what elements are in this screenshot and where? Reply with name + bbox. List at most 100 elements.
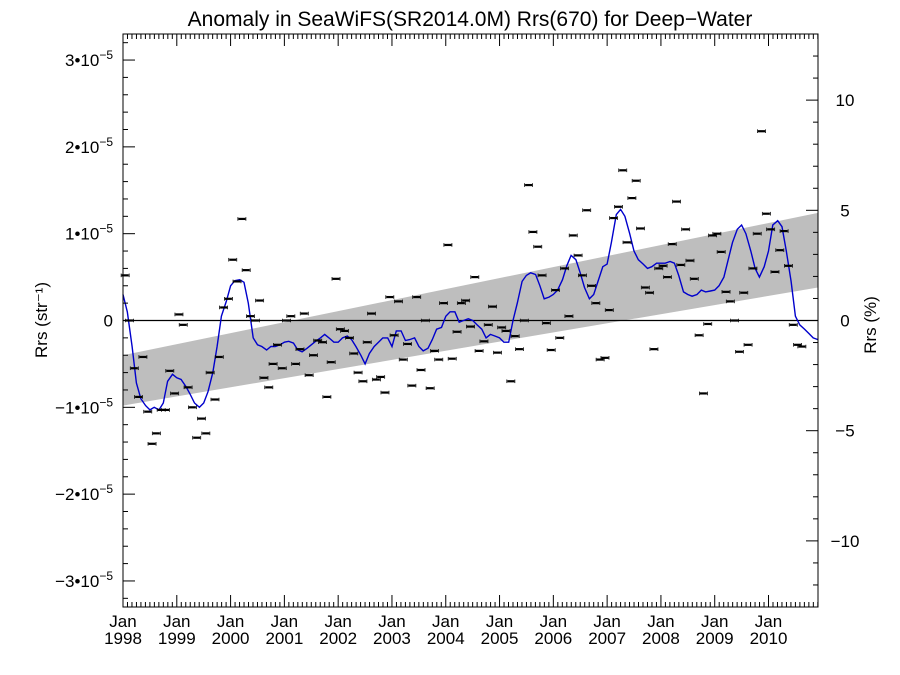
- monthly-point: [358, 379, 368, 384]
- monthly-point: [331, 277, 341, 281]
- x-tick-label-year: 2008: [642, 629, 680, 648]
- monthly-point: [560, 266, 570, 271]
- monthly-point: [241, 268, 251, 272]
- monthly-point: [568, 233, 578, 238]
- monthly-point: [735, 349, 744, 354]
- monthly-point: [219, 305, 228, 310]
- monthly-point: [510, 334, 520, 338]
- monthly-point: [299, 311, 309, 316]
- monthly-point: [779, 229, 789, 233]
- monthly-point: [600, 356, 610, 360]
- x-tick-label-month: Jan: [540, 612, 567, 631]
- monthly-point: [367, 311, 376, 316]
- monthly-point: [640, 285, 650, 290]
- monthly-point: [318, 340, 327, 345]
- monthly-point: [537, 273, 547, 278]
- monthly-point: [224, 296, 233, 301]
- monthly-point: [739, 290, 749, 295]
- monthly-point: [730, 318, 740, 323]
- monthly-point: [205, 370, 215, 375]
- monthly-point: [636, 226, 645, 231]
- monthly-point: [699, 391, 708, 396]
- y-left-tick-label: −3•10−5: [55, 569, 113, 591]
- monthly-point: [443, 243, 453, 247]
- monthly-point: [752, 231, 762, 236]
- x-tick-label-month: Jan: [432, 612, 459, 631]
- monthly-point: [416, 368, 426, 372]
- monthly-point: [712, 231, 722, 236]
- monthly-point: [694, 333, 704, 338]
- x-tick-label-year: 1998: [104, 629, 142, 648]
- monthly-point: [376, 375, 386, 379]
- monthly-point: [591, 301, 601, 305]
- monthly-point: [515, 347, 524, 351]
- monthly-point: [470, 275, 480, 279]
- monthly-point: [201, 431, 211, 436]
- monthly-point: [232, 279, 242, 284]
- monthly-point: [385, 295, 395, 299]
- monthly-point: [685, 258, 695, 263]
- chart-title: Anomaly in SeaWiFS(SR2014.0M) Rrs(670) f…: [188, 8, 753, 31]
- monthly-point: [161, 408, 170, 412]
- monthly-point: [474, 349, 484, 353]
- monthly-point: [461, 298, 471, 303]
- trend-band: [123, 212, 818, 406]
- monthly-point: [479, 339, 489, 344]
- monthly-point: [264, 385, 274, 390]
- monthly-point: [380, 390, 390, 395]
- monthly-point: [340, 329, 350, 333]
- monthly-point: [614, 204, 623, 209]
- monthly-point: [770, 270, 780, 274]
- x-tick-label-year: 2004: [427, 629, 465, 648]
- monthly-point: [466, 324, 475, 329]
- x-tick-label-year: 2000: [212, 629, 250, 648]
- monthly-point: [255, 298, 265, 303]
- x-tick-label-month: Jan: [593, 612, 620, 631]
- monthly-point: [672, 199, 681, 204]
- x-tick-label-month: Jan: [647, 612, 674, 631]
- y-axis-label-left: Rrs (str⁻¹): [32, 282, 51, 358]
- monthly-point: [425, 386, 435, 391]
- y-left-tick-label: 1•10−5: [65, 222, 113, 244]
- y-right-tick-label: 5: [840, 201, 849, 220]
- x-tick-label-month: Jan: [271, 612, 298, 631]
- x-tick-label-year: 2001: [265, 629, 303, 648]
- monthly-point: [703, 322, 713, 326]
- monthly-point: [492, 350, 502, 355]
- x-tick-label-month: Jan: [755, 612, 782, 631]
- monthly-point: [178, 323, 188, 327]
- monthly-point: [134, 395, 143, 399]
- monthly-point: [439, 301, 449, 305]
- x-tick-label-month: Jan: [324, 612, 351, 631]
- monthly-point: [237, 217, 247, 221]
- monthly-point: [649, 347, 659, 351]
- x-tick-label-year: 2007: [588, 629, 626, 648]
- monthly-point: [573, 253, 583, 258]
- monthly-point: [174, 312, 184, 317]
- plot-area: Jan1998Jan1999Jan2000Jan2001Jan2002Jan20…: [55, 33, 859, 648]
- monthly-point: [662, 275, 672, 279]
- monthly-point: [519, 318, 529, 323]
- monthly-point: [389, 333, 399, 338]
- monthly-point: [577, 273, 587, 278]
- monthly-point: [394, 299, 403, 304]
- x-tick-label-month: Jan: [486, 612, 513, 631]
- monthly-point: [170, 391, 180, 396]
- monthly-point: [743, 343, 753, 347]
- monthly-point: [456, 301, 466, 305]
- monthly-point: [689, 277, 699, 281]
- monthly-point: [497, 325, 507, 330]
- monthly-point: [295, 347, 305, 351]
- y-left-tick-label: −2•10−5: [55, 482, 113, 504]
- y-right-tick-label: 10: [836, 91, 855, 110]
- monthly-point: [447, 356, 457, 361]
- monthly-point: [403, 342, 412, 346]
- monthly-point: [551, 288, 560, 292]
- monthly-point: [761, 211, 771, 216]
- monthly-point: [766, 227, 776, 232]
- monthly-point: [658, 264, 668, 268]
- x-tick-label-month: Jan: [109, 612, 136, 631]
- monthly-point: [165, 369, 175, 373]
- monthly-point: [506, 379, 516, 384]
